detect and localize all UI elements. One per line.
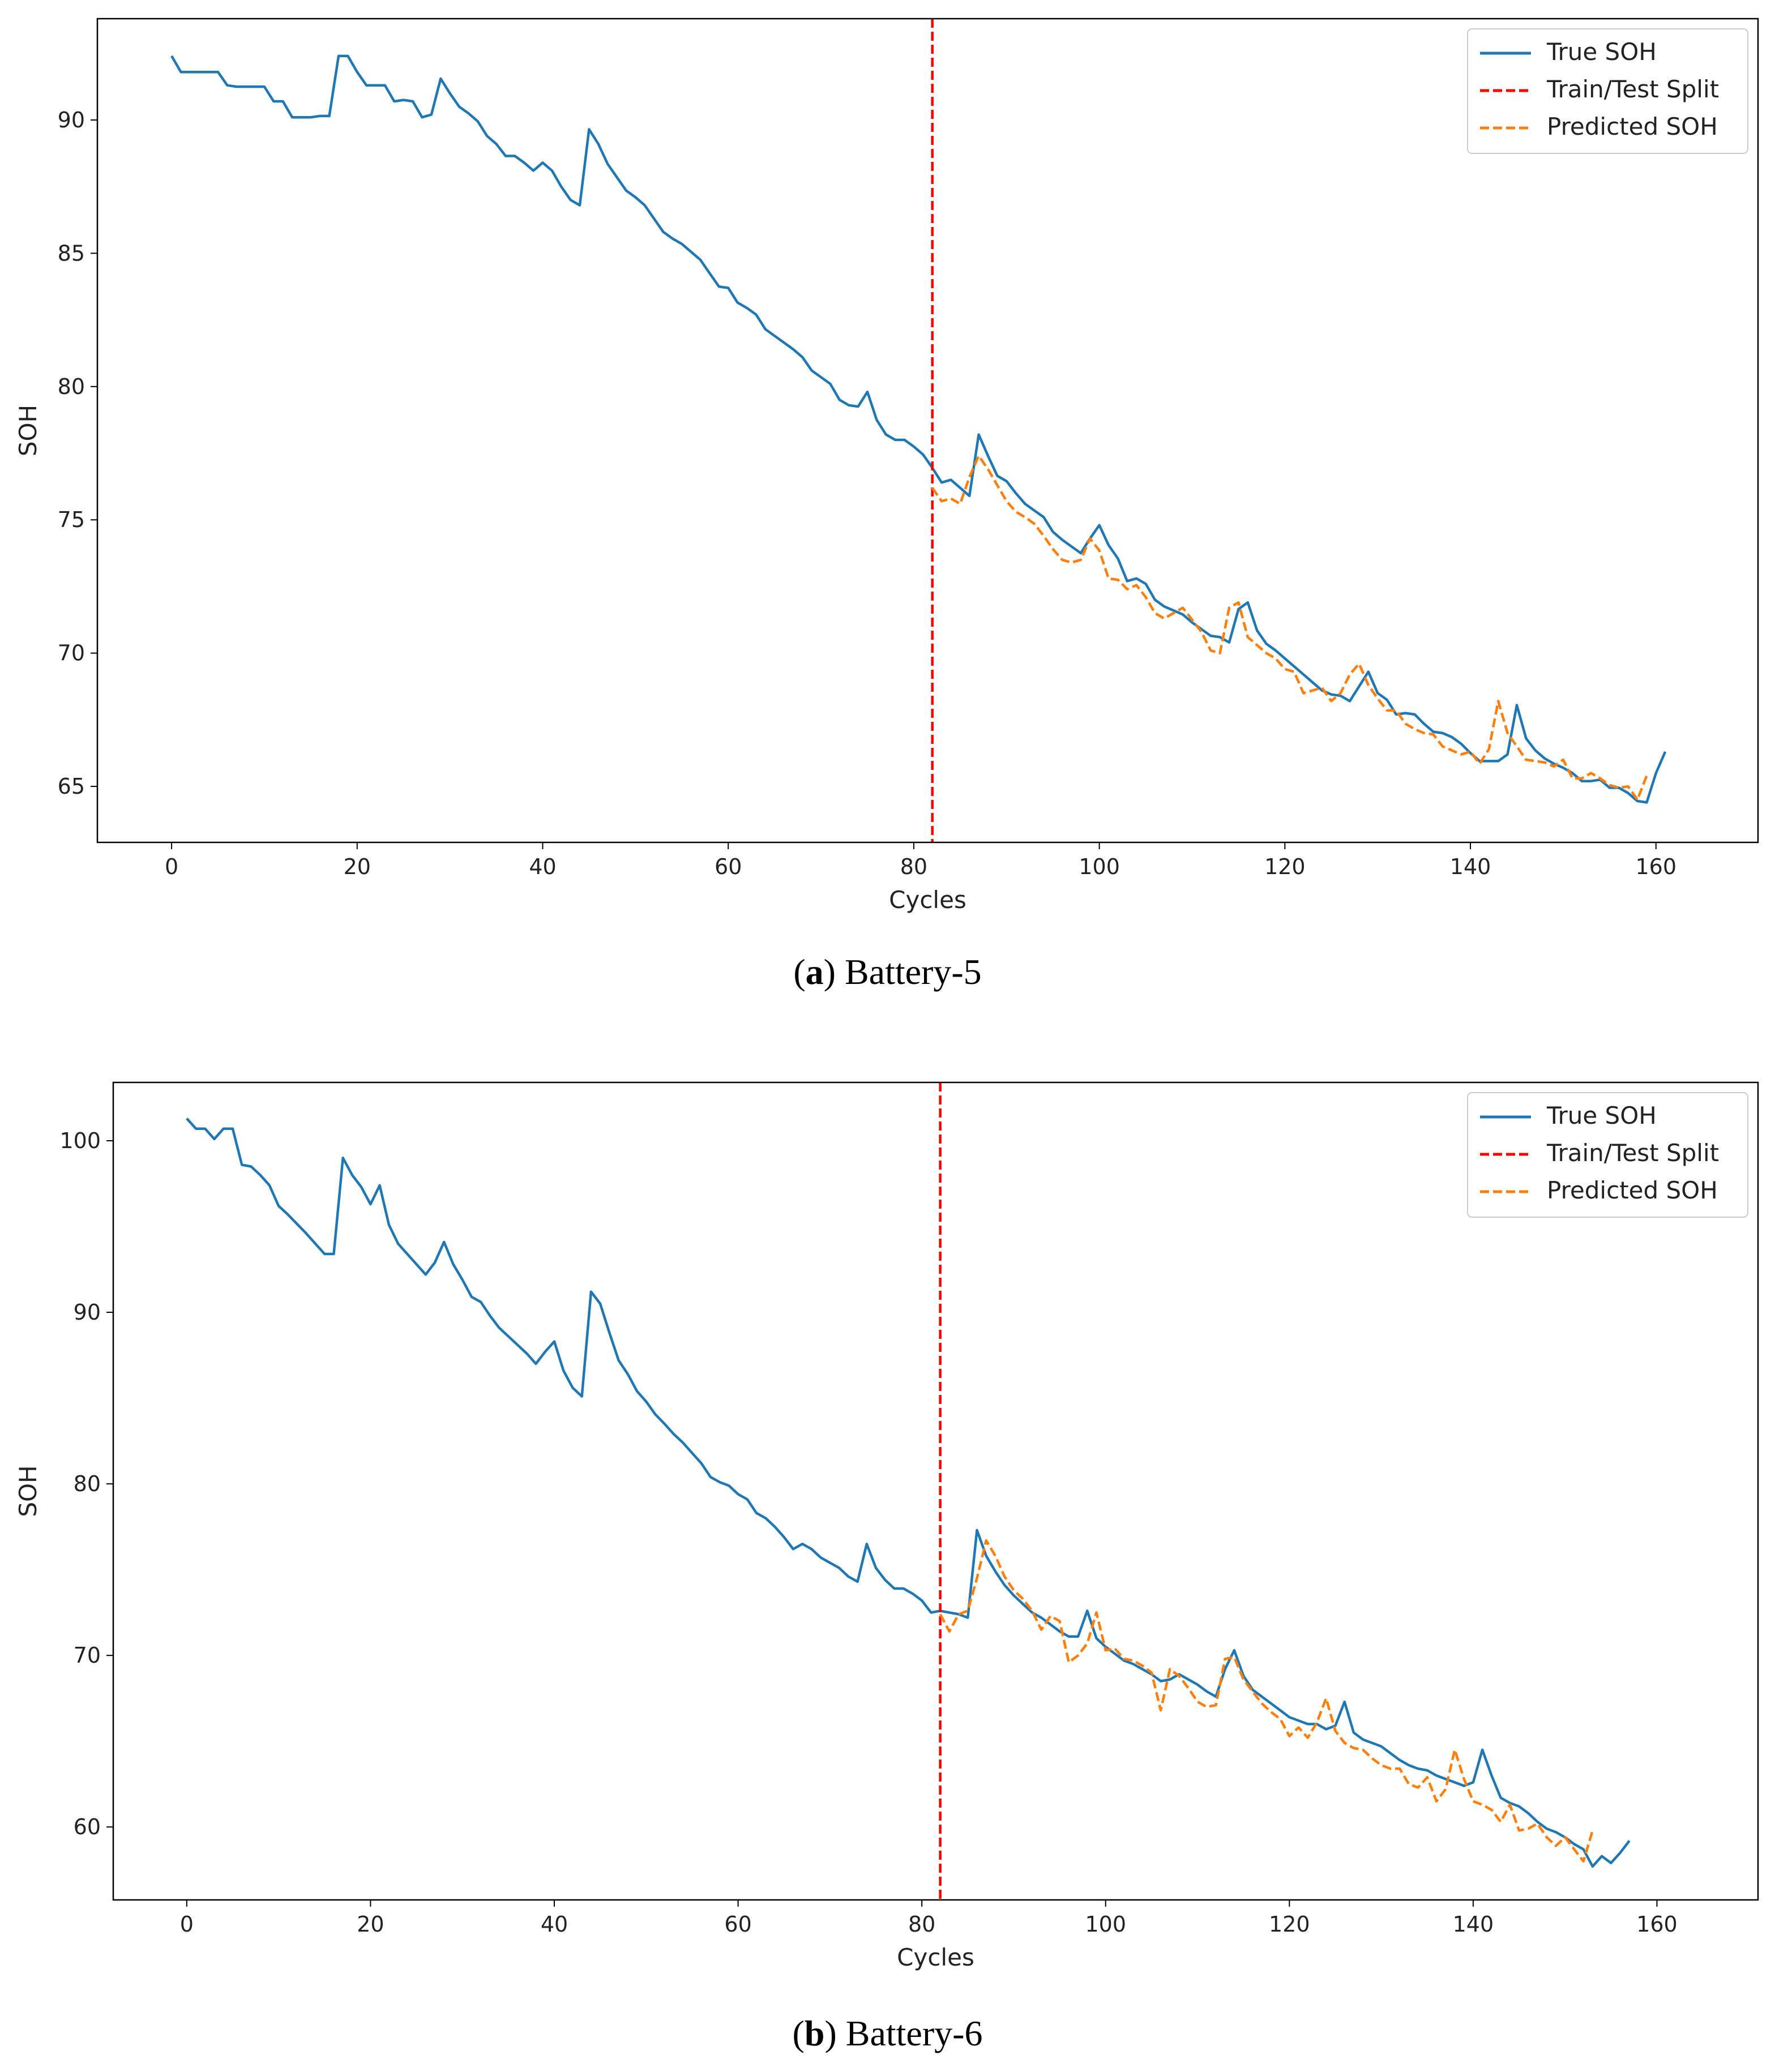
x-tick-label: 0 xyxy=(165,854,178,879)
x-tick-label: 140 xyxy=(1453,1912,1494,1937)
x-tick-label: 80 xyxy=(900,854,927,879)
y-tick-label: 80 xyxy=(58,374,85,399)
legend-label-predicted-soh: Predicted SOH xyxy=(1547,1176,1718,1204)
y-axis-label: SOH xyxy=(14,1465,42,1517)
y-tick-label: 90 xyxy=(74,1300,101,1325)
x-tick-label: 120 xyxy=(1264,854,1306,879)
legend-label-split: Train/Test Split xyxy=(1546,1139,1719,1167)
x-tick-label: 100 xyxy=(1079,854,1120,879)
legend-box xyxy=(1467,1092,1748,1218)
y-tick-label: 100 xyxy=(59,1128,101,1153)
x-tick-label: 60 xyxy=(724,1912,751,1937)
y-tick-label: 70 xyxy=(58,641,85,666)
chart-1: 0 20 40 60 80 100 120 140 160 60 70 80 90 100 Cycles SO… xyxy=(14,1081,1759,1971)
plot-area xyxy=(170,19,1667,842)
y-tick-label: 70 xyxy=(74,1643,101,1668)
plot-frame xyxy=(96,18,1759,844)
predicted-soh-line xyxy=(931,454,1648,801)
caption-b: (b) Battery-6 xyxy=(792,2013,983,2053)
y-tick-label: 85 xyxy=(58,241,85,266)
x-tick-label: 40 xyxy=(541,1912,568,1937)
x-tick-label: 20 xyxy=(357,1912,384,1937)
legend: True SOH Train/Test Split Predicted SOH xyxy=(1467,1092,1748,1218)
legend: True SOH Train/Test Split Predicted SOH xyxy=(1467,28,1748,154)
x-tick-label: 160 xyxy=(1636,1912,1678,1937)
true-soh-line xyxy=(170,54,1667,804)
x-tick-label: 40 xyxy=(529,854,556,879)
plot-area xyxy=(186,1082,1631,1900)
y-tick-label: 75 xyxy=(58,507,85,532)
x-tick-label: 120 xyxy=(1269,1912,1310,1937)
x-tick-label: 60 xyxy=(715,854,742,879)
y-tick-label: 65 xyxy=(58,774,85,799)
legend-label-true-soh: True SOH xyxy=(1546,38,1657,66)
caption-a-text: Battery-5 xyxy=(835,952,982,992)
y-tick-label: 80 xyxy=(74,1471,101,1496)
x-tick-label: 20 xyxy=(344,854,371,879)
x-tick-label: 160 xyxy=(1635,854,1676,879)
x-axis-label: Cycles xyxy=(889,886,966,914)
y-tick-label: 60 xyxy=(74,1814,101,1839)
true-soh-line xyxy=(186,1118,1631,1868)
x-tick-label: 100 xyxy=(1085,1912,1126,1937)
x-axis-label: Cycles xyxy=(897,1943,974,1971)
predicted-soh-line xyxy=(939,1539,1594,1863)
legend-box xyxy=(1467,28,1748,154)
caption-b-text: Battery-6 xyxy=(836,2013,983,2053)
legend-label-split: Train/Test Split xyxy=(1546,75,1719,103)
caption-a: (a) Battery-5 xyxy=(793,952,982,992)
chart-0: 0 20 40 60 80 100 120 140 160 65 70 75 80 85 90 Cycles S… xyxy=(14,18,1759,914)
caption-a-letter: a xyxy=(805,952,824,992)
y-tick-label: 90 xyxy=(58,108,85,132)
x-tick-label: 80 xyxy=(908,1912,935,1937)
legend-label-true-soh: True SOH xyxy=(1546,1102,1657,1129)
plot-frame xyxy=(112,1081,1759,1901)
x-tick-label: 0 xyxy=(180,1912,194,1937)
legend-label-predicted-soh: Predicted SOH xyxy=(1547,113,1718,140)
x-tick-label: 140 xyxy=(1450,854,1491,879)
caption-b-letter: b xyxy=(804,2013,825,2053)
y-axis-label: SOH xyxy=(14,405,42,456)
